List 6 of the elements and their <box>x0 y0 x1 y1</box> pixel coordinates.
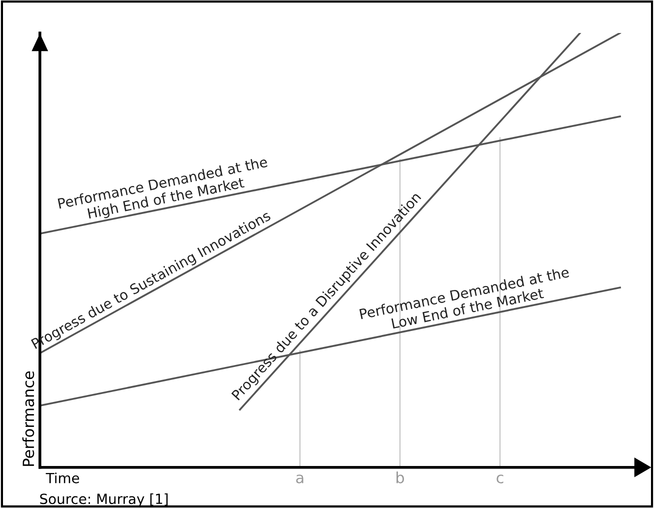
x-tick-label: a <box>296 474 304 484</box>
x-tick-label: b <box>396 472 404 484</box>
source-note: Source: Murray [1] <box>40 493 168 507</box>
x-axis-title: Time <box>46 472 80 484</box>
x-tick-label: c <box>496 474 504 484</box>
y-axis-title: Performance <box>22 371 34 466</box>
